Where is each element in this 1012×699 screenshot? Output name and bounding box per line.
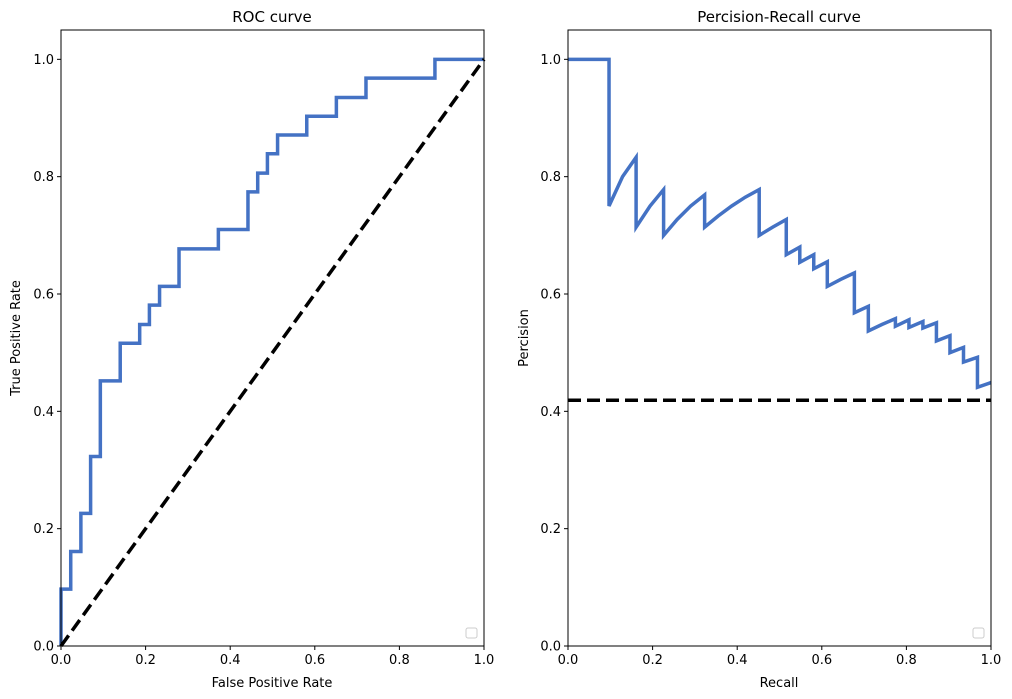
- pr-y-tick-label-2: 0.4: [540, 405, 561, 420]
- pr-panel: Percision-Recall curve 0.0 0.2 0.4 0.6 0.8 1.…: [517, 8, 1001, 691]
- roc-x-tick-label-0: 0.0: [51, 653, 72, 668]
- pr-y-tick-label-1: 0.2: [540, 522, 561, 537]
- roc-x-tick-label-1: 0.2: [135, 653, 156, 668]
- roc-x-tick-label-3: 0.6: [304, 653, 325, 668]
- pr-lines: [568, 57, 992, 402]
- pr-x-axis-label: Recall: [760, 676, 799, 691]
- pr-legend-box: [972, 627, 985, 639]
- pr-y-tick-label-4: 0.8: [540, 170, 561, 185]
- pr-x-tick-label-0: 0.0: [558, 653, 579, 668]
- roc-x-ticks: 0.0 0.2 0.4 0.6 0.8 1.0: [51, 646, 495, 668]
- pr-x-tick-label-4: 0.8: [896, 653, 917, 668]
- roc-lines: [59, 57, 486, 648]
- roc-y-tick-label-0: 0.0: [33, 640, 54, 655]
- roc-title: ROC curve: [232, 8, 312, 26]
- roc-axes-frame: [60, 29, 485, 647]
- pr-axes-frame: [567, 29, 992, 647]
- roc-y-tick-label-2: 0.4: [33, 405, 54, 420]
- roc-series-line-1: [59, 58, 486, 648]
- roc-x-tick-label-5: 1.0: [474, 653, 495, 668]
- roc-x-tick-label-2: 0.4: [220, 653, 241, 668]
- roc-y-axis-label: True Positive Rate: [9, 280, 24, 397]
- roc-panel: ROC curve 0.0 0.2 0.4 0.6 0.8 1.0 0.00.20.40.…: [9, 8, 494, 691]
- pr-x-tick-label-1: 0.2: [642, 653, 663, 668]
- roc-y-ticks: 0.0 0.2 0.4 0.6 0.8 1.0: [33, 53, 61, 655]
- pr-y-tick-label-0: 0.0: [540, 640, 561, 655]
- pr-y-ticks: 0.0 0.2 0.4 0.6 0.8 1.0: [540, 53, 568, 655]
- roc-y-tick-label-1: 0.2: [33, 522, 54, 537]
- roc-legend-box: [465, 627, 478, 639]
- roc-series-line-0: [59, 57, 484, 646]
- pr-series-line-0: [568, 57, 992, 390]
- roc-x-axis-label: False Positive Rate: [212, 676, 333, 691]
- roc-y-tick-label-4: 0.8: [33, 170, 54, 185]
- pr-y-tick-label-3: 0.6: [540, 288, 561, 303]
- pr-y-axis-label: Percision: [517, 309, 532, 367]
- roc-y-tick-label-5: 1.0: [33, 53, 54, 68]
- pr-y-tick-label-5: 1.0: [540, 53, 561, 68]
- pr-x-tick-label-3: 0.6: [811, 653, 832, 668]
- roc-x-tick-label-4: 0.8: [389, 653, 410, 668]
- roc-y-tick-label-3: 0.6: [33, 288, 54, 303]
- pr-x-tick-label-5: 1.0: [981, 653, 1002, 668]
- pr-x-ticks: 0.0 0.2 0.4 0.6 0.8 1.0: [558, 646, 1002, 668]
- pr-title: Percision-Recall curve: [697, 8, 861, 26]
- pr-x-tick-label-2: 0.4: [727, 653, 748, 668]
